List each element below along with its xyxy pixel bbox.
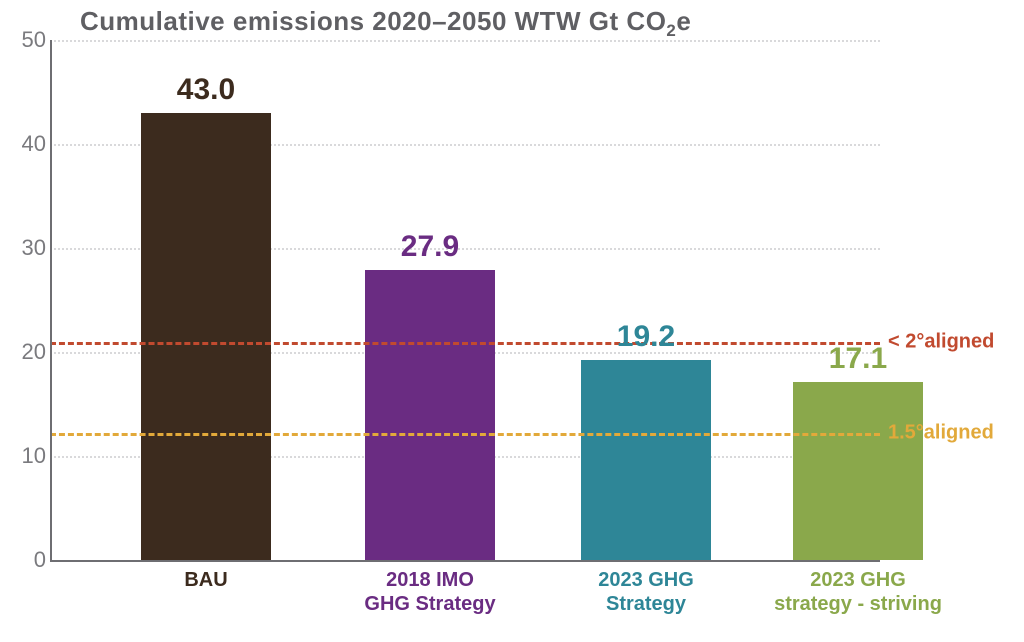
y-tick-label: 50 — [0, 27, 46, 53]
reference-line — [50, 433, 880, 436]
x-axis-line — [50, 560, 880, 562]
bar-value-label: 27.9 — [401, 230, 459, 264]
reference-line — [50, 342, 880, 345]
reference-line-label: < 2°aligned — [888, 330, 994, 353]
y-tick-label: 20 — [0, 339, 46, 365]
x-axis-category-label: 2023 GHG Strategy — [598, 568, 694, 616]
x-axis-category-label: BAU — [184, 568, 227, 592]
y-tick-label: 30 — [0, 235, 46, 261]
bar-value-label: 43.0 — [177, 73, 235, 107]
reference-line-label: 1.5°aligned — [888, 422, 994, 445]
y-tick-label: 0 — [0, 547, 46, 573]
x-axis-category-label: 2018 IMO GHG Strategy — [364, 568, 495, 616]
y-axis-line — [50, 40, 52, 560]
bar — [581, 360, 711, 560]
bar — [365, 270, 495, 560]
y-tick-label: 40 — [0, 131, 46, 157]
chart-title: Cumulative emissions 2020–2050 WTW Gt CO… — [80, 6, 691, 37]
bar — [793, 382, 923, 560]
bar — [141, 113, 271, 560]
gridline — [50, 40, 880, 42]
emissions-bar-chart: Cumulative emissions 2020–2050 WTW Gt CO… — [0, 0, 1024, 642]
bar-value-label: 17.1 — [829, 342, 887, 376]
bar-value-label: 19.2 — [617, 320, 675, 354]
x-axis-category-label: 2023 GHG strategy - striving — [774, 568, 942, 616]
y-tick-label: 10 — [0, 443, 46, 469]
